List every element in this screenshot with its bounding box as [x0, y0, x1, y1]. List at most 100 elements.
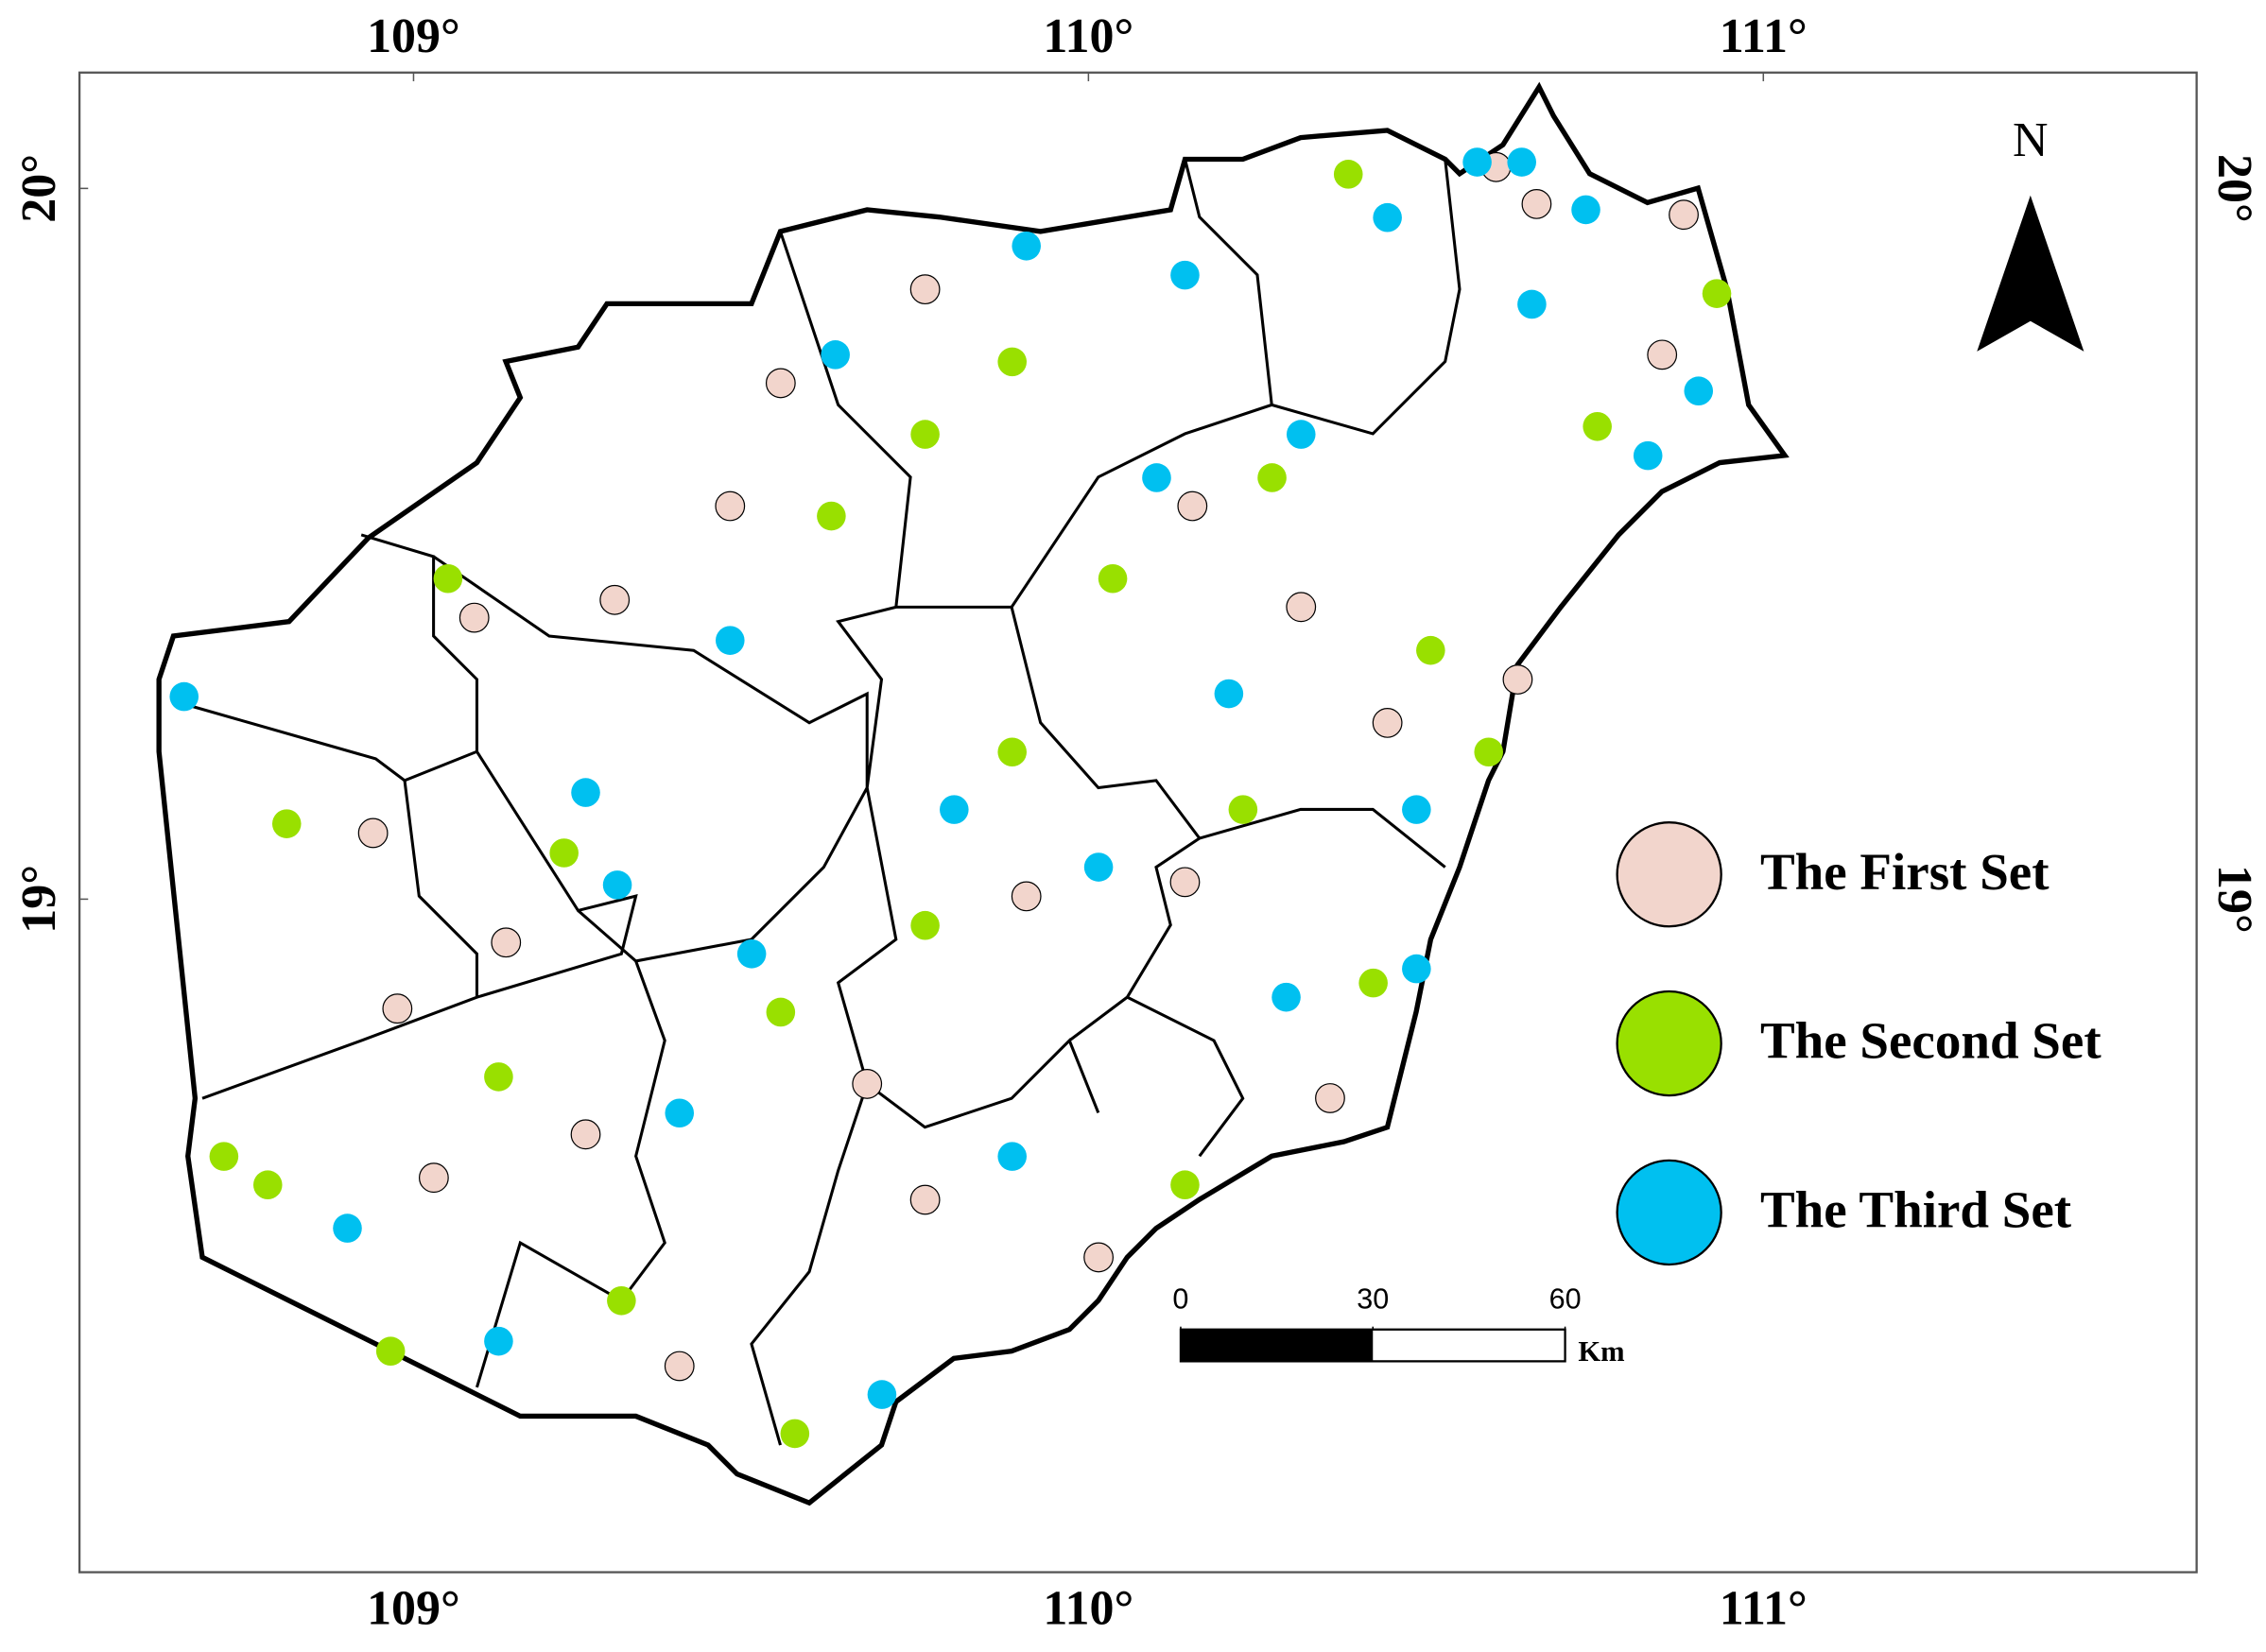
point — [867, 1380, 897, 1409]
legend-label: The Third Set — [1760, 1181, 2072, 1239]
point — [1083, 852, 1114, 882]
north-label: N — [2013, 113, 2049, 167]
x-tick-label-top: 110° — [1043, 9, 1133, 63]
point — [1517, 289, 1547, 319]
point — [1372, 707, 1403, 738]
point — [458, 602, 490, 633]
point — [852, 1069, 883, 1099]
point — [716, 626, 745, 655]
point — [1169, 867, 1201, 898]
north-arrow-shape — [1977, 195, 2084, 352]
y-tick-label-right: 19° — [2207, 865, 2261, 934]
point — [357, 817, 389, 849]
point — [491, 927, 522, 958]
point — [1358, 968, 1388, 998]
point — [1373, 202, 1402, 232]
point — [1257, 463, 1287, 492]
x-tick-label-bottom: 109° — [367, 1581, 460, 1635]
point — [817, 501, 846, 531]
point — [1474, 737, 1504, 767]
point — [1583, 412, 1612, 441]
north-arrow: N — [1977, 113, 2084, 352]
point — [1286, 420, 1316, 449]
point — [765, 368, 796, 399]
x-tick-label-bottom: 111° — [1720, 1581, 1808, 1635]
point — [169, 681, 199, 712]
point — [1170, 1170, 1200, 1200]
point — [1228, 795, 1258, 824]
point — [484, 1062, 513, 1092]
point — [252, 1170, 283, 1200]
coastline — [156, 81, 1790, 1506]
point — [1633, 440, 1663, 471]
point — [1315, 1083, 1345, 1113]
point — [1012, 231, 1041, 261]
point — [736, 939, 767, 969]
point — [909, 274, 941, 305]
point — [1669, 199, 1699, 231]
scale-unit: Km — [1578, 1335, 1624, 1368]
point — [1214, 679, 1244, 709]
point — [910, 910, 940, 940]
x-tick-label-top: 111° — [1720, 9, 1808, 63]
legend-swatch — [1616, 989, 1722, 1097]
point — [1502, 664, 1533, 695]
scale-bar-fill — [1180, 1329, 1374, 1362]
scale-label: 30 — [1357, 1282, 1389, 1315]
point — [418, 1162, 449, 1194]
point — [333, 1213, 362, 1243]
legend: The First Set The Second Set The Third Set — [1616, 821, 2102, 1266]
point — [910, 420, 940, 449]
point — [209, 1142, 239, 1171]
point — [909, 1184, 941, 1215]
point — [1142, 463, 1171, 492]
point — [570, 1119, 601, 1150]
island — [156, 81, 1790, 1506]
point — [1333, 160, 1363, 189]
point — [1271, 982, 1301, 1012]
point — [715, 490, 746, 522]
x-tick-label-top: 109° — [367, 9, 460, 63]
point — [1416, 635, 1445, 665]
point — [571, 778, 600, 807]
scale-bar: Km — [1179, 1328, 1625, 1368]
y-tick-label-left: 20° — [12, 154, 66, 223]
point — [1571, 195, 1600, 225]
point — [1402, 795, 1431, 824]
legend-swatch — [1616, 821, 1722, 928]
point — [1647, 339, 1678, 370]
x-tick-label-bottom: 110° — [1043, 1581, 1133, 1635]
scale-label: 60 — [1549, 1282, 1582, 1315]
point — [1098, 563, 1128, 594]
point — [1702, 279, 1732, 308]
point — [599, 584, 631, 615]
county-borders — [173, 159, 1462, 1446]
point — [549, 838, 579, 868]
legend-label: The Second Set — [1760, 1012, 2102, 1070]
point — [940, 795, 969, 824]
point — [607, 1286, 636, 1316]
point — [1462, 147, 1492, 177]
point — [382, 993, 413, 1024]
point — [1286, 592, 1317, 623]
point — [665, 1098, 695, 1128]
point — [1170, 260, 1200, 290]
point — [433, 563, 463, 594]
point — [375, 1336, 406, 1366]
point — [664, 1351, 695, 1382]
point — [1684, 376, 1714, 405]
point — [1521, 189, 1552, 219]
point — [997, 1142, 1027, 1171]
point — [1011, 881, 1042, 912]
y-tick-label-right: 20° — [2207, 154, 2261, 223]
point — [821, 340, 850, 370]
point — [484, 1326, 513, 1356]
point — [1177, 490, 1208, 522]
point — [1507, 147, 1536, 177]
point — [780, 1419, 810, 1449]
point — [1402, 954, 1431, 984]
point — [271, 809, 302, 838]
point — [766, 997, 796, 1027]
